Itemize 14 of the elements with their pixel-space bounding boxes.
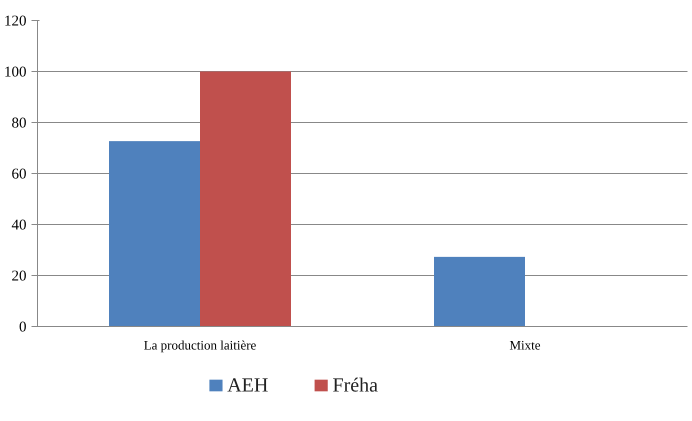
bar xyxy=(434,256,525,326)
bar xyxy=(109,141,200,326)
y-tick-label: 60 xyxy=(12,166,26,182)
legend-label: AEH xyxy=(227,374,268,396)
y-tick-label: 120 xyxy=(4,14,26,30)
bar xyxy=(200,72,291,326)
x-tick-label: Mixte xyxy=(509,338,541,352)
y-tick-label: 0 xyxy=(19,320,26,336)
y-tick-label: 20 xyxy=(12,268,26,284)
y-tick-label: 40 xyxy=(12,218,26,234)
x-tick-label: La production laitière xyxy=(144,338,257,352)
legend-label: Fréha xyxy=(332,374,378,396)
y-tick-label: 100 xyxy=(4,64,26,80)
y-tick-label: 80 xyxy=(12,116,26,132)
